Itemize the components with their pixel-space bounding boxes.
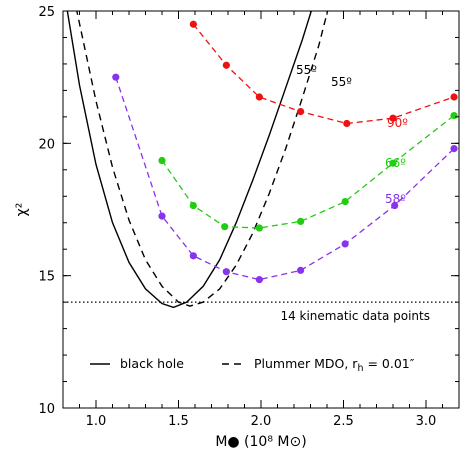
legend-label-main: Plummer MDO, r	[254, 356, 358, 371]
data-point	[255, 224, 263, 232]
data-point	[255, 276, 263, 284]
data-point	[189, 201, 197, 210]
reference-line-label: 14 kinematic data points	[280, 309, 430, 323]
data-point	[112, 73, 120, 81]
data-point	[391, 201, 399, 210]
curve-label-solid: 55º	[296, 63, 317, 77]
data-point	[450, 145, 458, 153]
data-point	[255, 93, 263, 101]
legend-label-tail: = 0.01″	[363, 356, 414, 371]
data-point	[297, 107, 305, 116]
legend: black hole Plummer MDO, rh = 0.01″	[90, 356, 415, 374]
x-axis-title: M● (10⁸ M⊙)	[215, 434, 306, 450]
data-point	[222, 61, 230, 69]
series-line-0	[192, 23, 455, 125]
legend-label-solid: black hole	[120, 356, 184, 371]
data-point	[297, 217, 305, 226]
x-tick-label: 1.0	[86, 414, 107, 429]
curve-dashed	[76, 11, 329, 307]
y-axis-title: χ²	[14, 203, 30, 217]
data-point	[222, 268, 230, 276]
curve-label-dashed: 55º	[331, 75, 352, 89]
data-point	[450, 111, 458, 120]
y-tick-label: 25	[38, 5, 55, 20]
axes: 1.0 1.5 2.0 2.5 3.0 10 15 20 25 M● (10⁸ M⊙) χ²	[14, 5, 460, 450]
data-point	[189, 252, 197, 260]
y-tick-label: 20	[38, 137, 55, 152]
data-point	[221, 223, 229, 231]
data-point	[341, 197, 349, 206]
data-point	[341, 240, 349, 248]
y-tick-label: 10	[38, 402, 55, 417]
series-label-2: 58º	[385, 192, 406, 206]
data-point	[297, 266, 305, 274]
series-line-2	[115, 76, 455, 281]
plot-frame	[62, 10, 460, 409]
x-tick-label: 2.5	[333, 414, 354, 429]
data-point	[389, 114, 397, 122]
data-point	[158, 156, 166, 165]
plot-clip-group	[63, 11, 459, 309]
plot-area: 14 kinematic data points 55º 55º 90º 66º 58º	[63, 11, 459, 323]
x-tick-label: 3.0	[416, 414, 437, 429]
data-point	[189, 20, 197, 28]
legend-label-sub: h	[357, 363, 363, 374]
y-tick-label: 15	[38, 270, 55, 285]
series-line-1	[161, 114, 455, 229]
data-point	[450, 93, 458, 101]
x-tick-label: 2.0	[251, 414, 272, 429]
data-point	[343, 119, 351, 128]
data-point	[158, 212, 166, 220]
series-label-1: 66º	[385, 156, 406, 170]
curve-solid	[66, 11, 313, 309]
series-label-0: 90º	[387, 116, 408, 130]
data-point	[389, 159, 397, 167]
legend-label-dashed: Plummer MDO, rh = 0.01″	[254, 356, 415, 374]
x-tick-label: 1.5	[168, 414, 189, 429]
